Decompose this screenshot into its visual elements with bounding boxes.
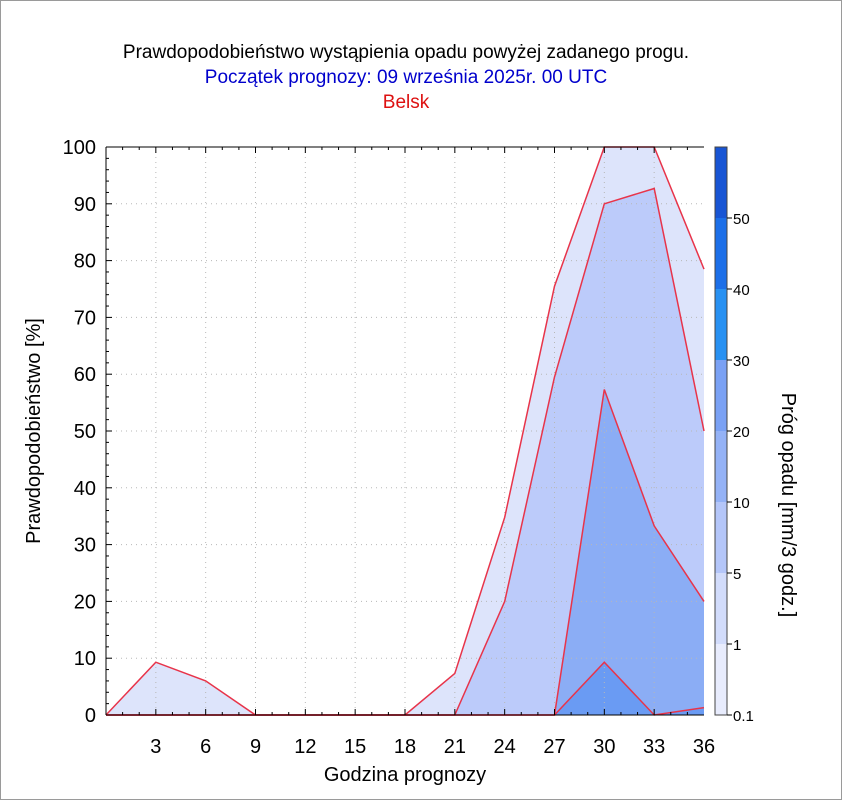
colorbar-segment — [715, 147, 727, 218]
location-label: Belsk — [382, 92, 430, 113]
x-axis-label: Godzina prognozy — [324, 764, 486, 786]
y-tick-label: 40 — [74, 478, 96, 500]
x-tick-label: 15 — [344, 736, 366, 758]
x-tick-label: 21 — [444, 736, 466, 758]
x-tick-label: 33 — [643, 736, 665, 758]
colorbar-tick-label: 50 — [733, 211, 750, 228]
area-threshold-5 — [106, 389, 704, 715]
colorbar-tick-label: 0.1 — [733, 708, 754, 725]
chart-subtitle: Początek prognozy: 09 września 2025r. 00… — [204, 67, 608, 88]
colorbar-segment — [715, 218, 727, 289]
x-tick-label: 3 — [150, 736, 161, 758]
colorbar-tick-label: 5 — [733, 566, 741, 583]
colorbar-segment — [715, 360, 727, 431]
chart-title: Prawdopodobieństwo wystąpienia opadu pow… — [122, 42, 690, 63]
colorbar-label: Próg opadu [mm/3 godz.] — [777, 393, 799, 618]
y-tick-label: 0 — [85, 705, 96, 727]
x-tick-label: 12 — [294, 736, 316, 758]
y-tick-label: 80 — [74, 251, 96, 273]
area-threshold-1 — [106, 188, 704, 715]
x-tick-label: 24 — [494, 736, 516, 758]
colorbar-tick-label: 20 — [733, 424, 750, 441]
y-tick-label: 70 — [74, 307, 96, 329]
colorbar-tick-label: 30 — [733, 353, 750, 370]
x-tick-label: 36 — [693, 736, 715, 758]
y-tick-label: 30 — [74, 535, 96, 557]
x-tick-label: 27 — [543, 736, 565, 758]
y-tick-label: 100 — [63, 137, 96, 159]
area-threshold-10 — [106, 662, 704, 715]
y-tick-label: 20 — [74, 591, 96, 613]
y-axis-label: Prawdopodobieństwo [%] — [23, 318, 45, 544]
colorbar-tick-label: 40 — [733, 282, 750, 299]
x-tick-label: 30 — [593, 736, 615, 758]
y-tick-label: 10 — [74, 648, 96, 670]
colorbar-segment — [715, 644, 727, 715]
colorbar-segment — [715, 431, 727, 502]
y-tick-label: 90 — [74, 194, 96, 216]
y-tick-label: 50 — [74, 421, 96, 443]
x-tick-label: 6 — [200, 736, 211, 758]
colorbar-tick-label: 1 — [733, 637, 741, 654]
x-tick-label: 18 — [394, 736, 416, 758]
colorbar-segment — [715, 502, 727, 573]
colorbar-tick-label: 10 — [733, 495, 750, 512]
colorbar: 0.1 1 5 10 20 30 40 50 — [714, 146, 754, 725]
colorbar-segment — [715, 573, 727, 644]
colorbar-segment — [715, 289, 727, 360]
x-tick-label: 9 — [250, 736, 261, 758]
y-tick-label: 60 — [74, 364, 96, 386]
axes: 3 6 9 12 15 18 21 24 27 30 33 360102030405060708090… — [63, 137, 716, 758]
